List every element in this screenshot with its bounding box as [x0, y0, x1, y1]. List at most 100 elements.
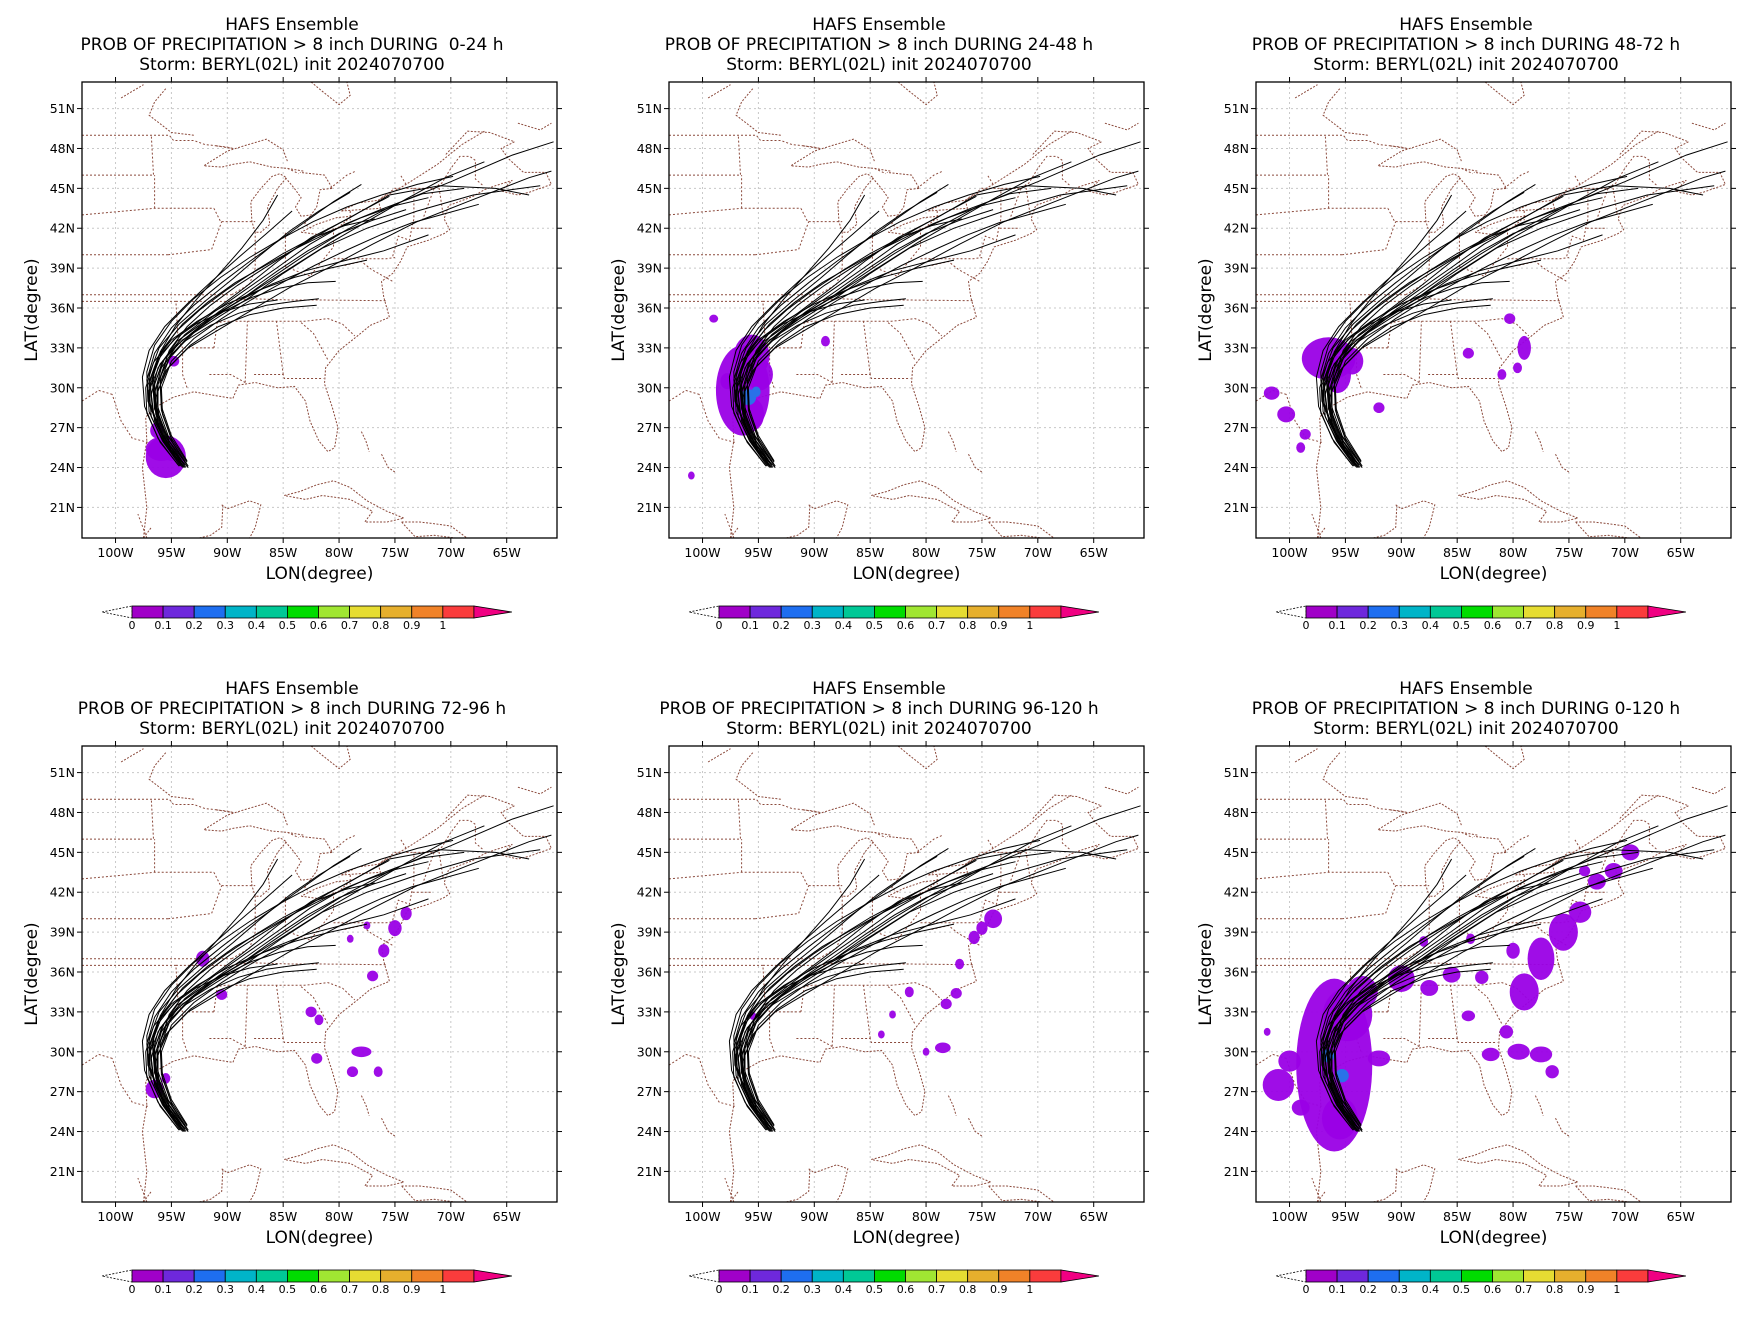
ensemble-track: [159, 873, 407, 1127]
precip-prob-area: [314, 1014, 324, 1026]
colorbar-segment: [1398, 605, 1431, 619]
coastline: [1315, 130, 1727, 538]
state-border: [796, 1038, 833, 1047]
state-border: [1009, 188, 1022, 220]
plot-frame: [668, 81, 1145, 539]
precip-prob-area: [940, 998, 952, 1010]
ensemble-track: [1328, 944, 1510, 1132]
state-border: [1342, 221, 1397, 256]
state-border: [920, 257, 982, 260]
ensemble-track: [1330, 962, 1493, 1128]
state-border: [377, 155, 484, 201]
state-border: [669, 871, 801, 880]
ensemble-track: [1322, 185, 1715, 466]
x-tick-label: 70W: [1024, 545, 1052, 560]
coastline: [1104, 122, 1139, 131]
state-border: [1387, 872, 1430, 887]
colorbar-segment: [998, 1269, 1031, 1283]
x-tick-label: 75W: [968, 545, 996, 560]
state-border: [669, 135, 742, 176]
y-tick-label: 39N: [50, 925, 75, 940]
coastline: [1575, 1185, 1642, 1202]
coastline: [1294, 84, 1318, 99]
storm-label: Storm: BERYL(02L) init 2024070700: [726, 719, 1032, 739]
state-border: [168, 221, 223, 256]
ensemble-track: [1334, 867, 1653, 1131]
state-border: [276, 321, 284, 375]
ensemble-track: [738, 858, 866, 1130]
state-border: [1256, 871, 1388, 880]
coastline: [1424, 837, 1462, 897]
coastline: [148, 752, 194, 800]
colorbar-label: 1: [439, 619, 446, 632]
state-border: [244, 321, 248, 383]
state-border: [1311, 1177, 1322, 1202]
state-border: [1551, 819, 1658, 865]
coastline: [285, 835, 334, 881]
state-border: [979, 852, 1002, 921]
state-border: [287, 167, 300, 175]
x-tick-label: 90W: [213, 545, 241, 560]
map-panel: HAFS Ensemble PROB OF PRECIPITATION > 8 i…: [1174, 0, 1752, 660]
precip-prob-area: [935, 1042, 951, 1054]
ensemble-track: [145, 923, 368, 1131]
state-border: [669, 799, 742, 840]
x-tick-label: 100W: [1271, 545, 1307, 560]
colorbar-label: 0.6: [1484, 1283, 1502, 1296]
colorbar-segment: [1429, 605, 1462, 619]
coastline: [1373, 506, 1398, 538]
precip-prob-area: [1278, 1050, 1301, 1072]
precip-prob-area: [1517, 335, 1531, 360]
y-tick-label: 30N: [50, 1044, 75, 1059]
ensemble-track: [149, 218, 375, 466]
coastline: [947, 431, 957, 452]
coastline: [730, 1191, 739, 1202]
ensemble-track: [1320, 175, 1628, 460]
state-border: [916, 170, 944, 189]
state-border: [329, 834, 357, 853]
x-tick-label: 75W: [381, 545, 409, 560]
state-border: [863, 985, 871, 1039]
coastline: [1555, 1117, 1571, 1138]
storm-label: Storm: BERYL(02L) init 2024070700: [1313, 719, 1619, 739]
state-border: [916, 834, 944, 853]
y-tick-label: 24N: [637, 1124, 662, 1139]
state-border: [669, 798, 821, 813]
map-canvas: 100W 95W 90W 85W 80W 75W 70W 65W 51N 48N 45N 42N 39N…: [1196, 741, 1736, 1296]
ensemble-track: [1330, 298, 1493, 464]
colorbar-segment: [1492, 1269, 1524, 1283]
precip-prob-area: [1497, 369, 1507, 380]
x-tick-label: 80W: [325, 545, 353, 560]
x-tick-label: 95W: [157, 545, 185, 560]
map-canvas: 100W 95W 90W 85W 80W 75W 70W 65W 51N 48N 45N 42N 39N…: [1196, 77, 1736, 632]
colorbar-label: 0.5: [1453, 619, 1471, 632]
precip-prob-area: [1579, 865, 1591, 877]
panel-header: HAFS Ensemble: [225, 15, 359, 35]
ensemble-track: [741, 187, 1052, 466]
coastline: [730, 527, 739, 538]
precip-prob-area: [968, 930, 980, 945]
ensemble-track: [148, 849, 541, 1130]
precip-prob-area: [1420, 979, 1439, 996]
x-tick-label: 90W: [1387, 545, 1415, 560]
state-border: [669, 964, 775, 1052]
x-tick-label: 65W: [1080, 545, 1108, 560]
colorbar-label: 0.2: [772, 619, 790, 632]
ensemble-track: [141, 210, 293, 466]
state-border: [1507, 257, 1569, 260]
ensemble-track: [1333, 859, 1564, 1126]
colorbar-label: 0.8: [1546, 619, 1564, 632]
x-tick-label: 100W: [97, 1209, 133, 1224]
y-tick-label: 33N: [50, 1004, 75, 1019]
state-border: [1474, 986, 1503, 1025]
colorbar-segment: [224, 605, 257, 619]
colorbar-segment: [1336, 605, 1369, 619]
x-tick-label: 95W: [744, 1209, 772, 1224]
state-border: [800, 872, 843, 887]
map-panel: HAFS Ensemble PROB OF PRECIPITATION > 8 i…: [1174, 664, 1752, 1324]
ensemble-track: [1320, 839, 1628, 1124]
colorbar-segment: [224, 1269, 257, 1283]
colorbar-over-arrow: [1060, 605, 1099, 619]
x-tick-label: 75W: [381, 1209, 409, 1224]
ensemble-track: [741, 851, 1052, 1130]
